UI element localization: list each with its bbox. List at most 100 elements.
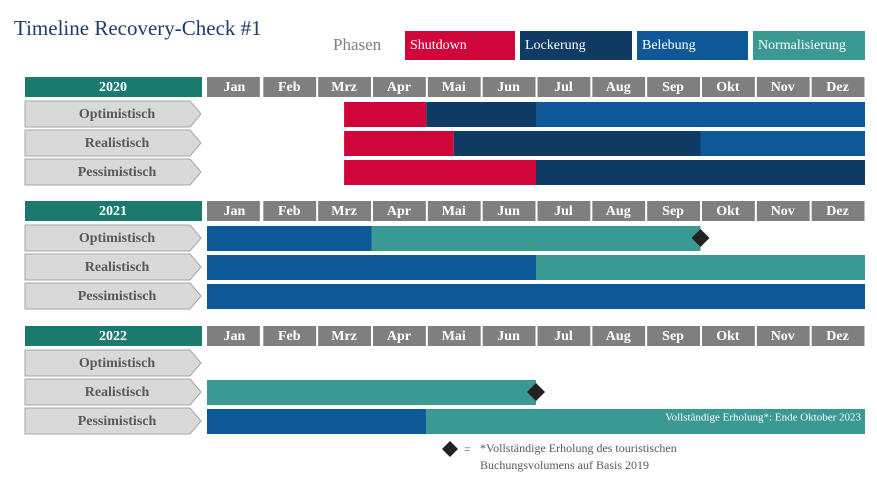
- month-label: Apr: [387, 329, 411, 344]
- month-header: [373, 201, 426, 221]
- month-header: [592, 326, 646, 346]
- month-label: Mrz: [331, 204, 357, 219]
- month-header: [537, 201, 591, 221]
- year-header: [25, 326, 202, 346]
- month-label: Jul: [554, 329, 573, 344]
- legend-entry: Belebung: [642, 38, 696, 53]
- month-label: Sep: [662, 329, 684, 344]
- month-label: Aug: [606, 329, 631, 344]
- month-label: Okt: [716, 80, 740, 95]
- month-label: Sep: [662, 204, 684, 219]
- month-label: Apr: [387, 80, 411, 95]
- scenario-label: Optimistisch: [79, 231, 155, 246]
- scenario-box: [24, 129, 202, 157]
- month-header: [427, 77, 481, 97]
- month-label: Jun: [497, 204, 520, 219]
- month-label: Okt: [716, 329, 740, 344]
- scenario-label: Optimistisch: [79, 107, 155, 122]
- month-header: [592, 77, 646, 97]
- scenario-box: [24, 349, 202, 377]
- month-label: Apr: [387, 204, 411, 219]
- month-label: Aug: [606, 80, 631, 95]
- month-header: [811, 326, 865, 346]
- month-label: Dez: [826, 329, 849, 344]
- month-header: [702, 77, 755, 97]
- month-header: [811, 77, 865, 97]
- month-label: Aug: [606, 204, 631, 219]
- year-header: [25, 77, 202, 97]
- footnote-equals: =: [464, 442, 471, 456]
- scenario-box: [24, 100, 202, 128]
- phase-bar: [344, 102, 427, 127]
- scenario-label: Optimistisch: [79, 356, 155, 371]
- year-label: 2020: [99, 80, 127, 95]
- legend-entry: Normalisierung: [758, 38, 846, 53]
- month-label: Nov: [771, 204, 795, 219]
- legend-swatch: [753, 31, 865, 60]
- recovery-marker: [527, 383, 545, 401]
- month-label: Mai: [442, 204, 466, 219]
- footnote-symbol: [442, 441, 458, 457]
- month-header: [207, 326, 260, 346]
- phase-bar: [207, 255, 536, 280]
- month-label: Mrz: [331, 329, 357, 344]
- scenario-label: Pessimistisch: [78, 165, 157, 180]
- month-label: Sep: [662, 80, 684, 95]
- month-header: [592, 201, 646, 221]
- scenario-box: [24, 224, 202, 252]
- month-label: Jul: [554, 204, 573, 219]
- phase-bar: [536, 102, 865, 127]
- month-label: Jun: [497, 329, 520, 344]
- scenario-box: [24, 407, 202, 435]
- legend-swatch: [405, 31, 515, 60]
- annotation: Vollständige Erholung*: Ende Oktober 202…: [665, 412, 861, 424]
- phase-bar: [207, 284, 865, 309]
- scenario-box: [24, 158, 202, 186]
- scenario-label: Pessimistisch: [78, 414, 157, 429]
- scenario-box: [24, 378, 202, 406]
- legend-swatch: [520, 31, 632, 60]
- month-header: [811, 201, 865, 221]
- year-header: [25, 201, 202, 221]
- month-header: [318, 77, 371, 97]
- month-header: [756, 326, 810, 346]
- month-label: Nov: [771, 329, 795, 344]
- month-header: [373, 326, 426, 346]
- month-header: [318, 201, 371, 221]
- legend-entry: Lockerung: [525, 38, 586, 53]
- month-label: Feb: [278, 204, 301, 219]
- month-header: [482, 326, 536, 346]
- year-label: 2021: [99, 204, 127, 219]
- phase-bar: [207, 226, 372, 251]
- month-label: Dez: [826, 204, 849, 219]
- month-label: Jun: [497, 80, 520, 95]
- month-header: [537, 326, 591, 346]
- month-header: [207, 77, 260, 97]
- month-header: [647, 326, 700, 346]
- phase-bar: [453, 131, 701, 156]
- month-header: [756, 77, 810, 97]
- phase-bar: [371, 226, 701, 251]
- month-header: [702, 326, 755, 346]
- phase-bar: [207, 409, 427, 434]
- phase-bar: [344, 160, 536, 185]
- month-header: [427, 201, 481, 221]
- month-header: [482, 77, 536, 97]
- month-header: [756, 201, 810, 221]
- scenario-box: [24, 282, 202, 310]
- phase-bar: [426, 102, 536, 127]
- month-label: Feb: [278, 329, 301, 344]
- phase-bar: [344, 131, 454, 156]
- scenario-box: [24, 253, 202, 281]
- month-label: Mai: [442, 80, 466, 95]
- recovery-marker: [691, 229, 710, 247]
- year-label: 2022: [99, 329, 127, 344]
- month-header: [427, 326, 481, 346]
- month-header: [263, 201, 317, 221]
- month-header: [537, 77, 591, 97]
- phase-bar: [536, 160, 865, 185]
- month-label: Jan: [224, 204, 246, 219]
- month-header: [263, 77, 317, 97]
- legend-entry: Shutdown: [410, 38, 467, 53]
